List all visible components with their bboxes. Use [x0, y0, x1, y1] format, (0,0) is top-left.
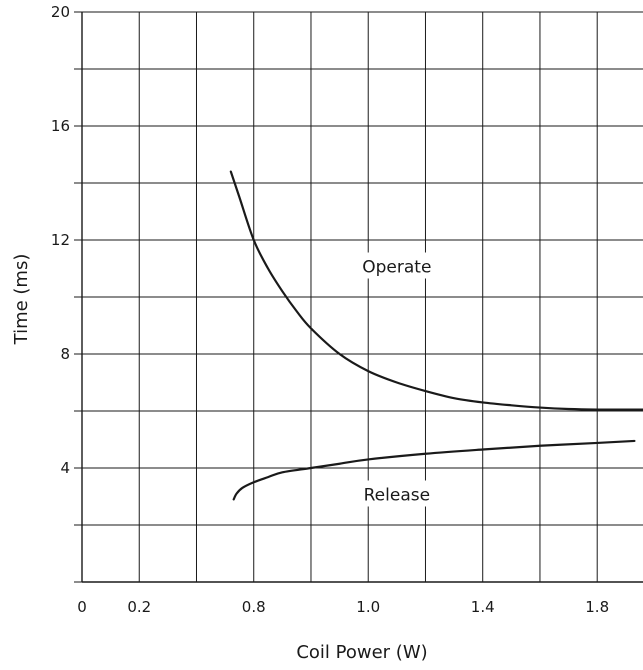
- y-tick-label: 20: [51, 3, 70, 21]
- annotations: Operate Release: [353, 252, 441, 507]
- y-tick-label: 8: [60, 345, 70, 363]
- annotation-release: Release: [364, 486, 430, 506]
- y-tick-label: 12: [51, 231, 70, 249]
- annotation-operate: Operate: [362, 258, 431, 278]
- x-tick-label: 1.8: [585, 598, 609, 616]
- x-tick-label: 0.8: [242, 598, 266, 616]
- x-tick-label: 1.0: [356, 598, 380, 616]
- tick-labels: 0 0.2 0.8 1.0 1.4 1.8 4 8 12 16 20: [51, 3, 609, 616]
- x-tick-label: 0: [77, 598, 87, 616]
- annotation-backdrop-operate: [353, 252, 441, 279]
- x-tick-label: 1.4: [471, 598, 495, 616]
- x-axis-label: Coil Power (W): [296, 642, 427, 663]
- x-tick-label: 0.2: [127, 598, 151, 616]
- series-line-release: [232, 439, 636, 501]
- y-tick-label: 16: [51, 117, 70, 135]
- series-lines: [229, 170, 643, 501]
- y-tick-label: 4: [60, 459, 70, 477]
- grid-lines: [74, 11, 643, 583]
- series-line-operate: [229, 170, 643, 411]
- y-axis-label: Time (ms): [11, 254, 32, 346]
- annotation-backdrop-release: [353, 480, 441, 507]
